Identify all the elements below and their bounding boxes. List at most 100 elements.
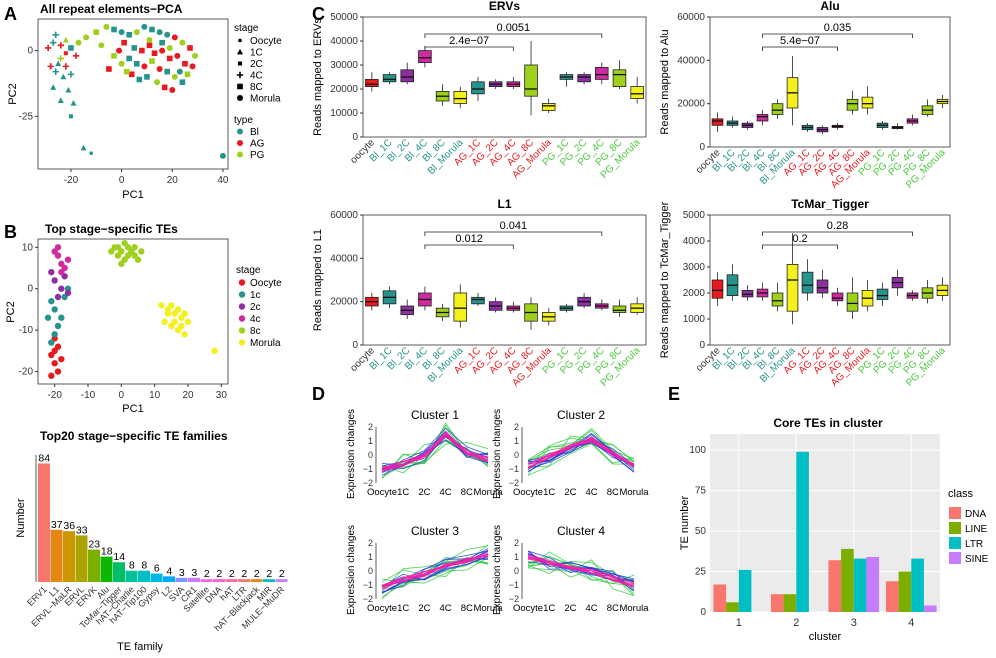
pca-point — [126, 31, 132, 38]
x-tick-label: Oocyte — [367, 487, 397, 498]
panel-a-title: All repeat elements−PCA — [40, 2, 183, 16]
y-tick-label: 50000 — [330, 12, 358, 23]
x-tick-label: 2C — [564, 603, 576, 614]
pca-point — [80, 144, 87, 151]
te-point — [134, 256, 142, 263]
y-tick-label: 20000 — [330, 84, 358, 95]
box — [453, 292, 468, 322]
x-tick-label: 1C — [397, 487, 409, 498]
te-point — [58, 314, 65, 321]
legend-key — [238, 291, 246, 298]
y-tick-label: 0 — [368, 450, 373, 460]
legend-label: Morula — [250, 94, 281, 105]
panel-a-xticks: -20 0 20 40 — [64, 169, 229, 186]
te-point — [58, 268, 65, 276]
box — [612, 305, 627, 313]
y-tick-label: 60000 — [330, 210, 358, 221]
x-tick-label: 4C — [440, 487, 452, 498]
x-tick-label: Oocyte — [513, 603, 543, 614]
bar — [738, 569, 752, 612]
y-tick-label: 0 — [27, 284, 33, 295]
pca-point — [219, 152, 226, 159]
te-point — [171, 318, 178, 326]
pca-point — [131, 45, 138, 51]
panel-label-d: D — [312, 384, 325, 404]
bar-value-label: 2 — [229, 568, 235, 580]
x-tick-label: 20 — [167, 175, 179, 186]
pca-point — [166, 55, 173, 62]
box — [630, 86, 644, 99]
te-point — [118, 260, 125, 268]
pca-point — [126, 55, 132, 62]
pca-point — [118, 60, 125, 67]
y-tick-label: 1 — [368, 436, 373, 446]
bar — [885, 581, 899, 612]
box — [400, 69, 414, 83]
pca-point — [62, 36, 69, 43]
x-tick-label: Morula — [619, 487, 649, 498]
y-tick-label: −2 — [509, 594, 519, 604]
box — [365, 79, 379, 88]
panel-b-ylabel: PC2 — [5, 301, 17, 322]
y-tick-label: 2 — [514, 422, 519, 432]
pca-point — [187, 45, 193, 51]
legend-label: 4c — [250, 314, 261, 325]
te-point — [48, 297, 55, 305]
bar-value-label: 18 — [101, 546, 113, 558]
x-tick-label: Morula — [473, 487, 503, 498]
te-point — [114, 244, 122, 251]
y-tick-label: 40000 — [677, 55, 705, 66]
pca-point — [161, 84, 168, 91]
bar — [713, 584, 727, 612]
expression-line — [527, 443, 635, 476]
pca-point — [55, 60, 62, 67]
bar — [213, 579, 225, 582]
x-tick-label: 0 — [119, 175, 125, 186]
bar-value-label: 2 — [241, 568, 247, 580]
x-tick-label: 2C — [418, 487, 430, 498]
te-point — [58, 285, 65, 292]
te-point — [124, 252, 132, 259]
y-tick-label: 5000 — [683, 210, 706, 221]
panel-a-xlabel: PC1 — [122, 189, 143, 201]
y-tick-label: −2 — [363, 594, 373, 604]
bar — [275, 579, 288, 582]
pca-point — [136, 76, 143, 83]
panel-label-c: C — [312, 4, 325, 24]
y-tick-label: -25 — [19, 111, 34, 122]
pca-point — [144, 74, 150, 80]
pca-point — [57, 97, 64, 103]
pca-point — [179, 39, 186, 46]
te-point — [131, 244, 138, 251]
panel-a-ylabel: PC2 — [7, 83, 19, 104]
y-tick-label: 0 — [352, 132, 358, 143]
box — [846, 98, 859, 111]
te-point — [51, 360, 58, 367]
pca-point — [68, 45, 74, 51]
y-tick-label: 25 — [695, 567, 707, 578]
x-tick-label: 1C — [543, 603, 555, 614]
pca-point — [50, 84, 57, 90]
pca-point — [57, 55, 64, 62]
bar-value-label: 14 — [113, 551, 125, 563]
y-tick-label: 50 — [695, 526, 707, 537]
y-tick-label: 0 — [352, 340, 358, 351]
x-tick-label: Oocyte — [513, 487, 543, 498]
pca-point — [141, 23, 148, 30]
legend-title: type — [234, 115, 253, 126]
bar-value-label: 2 — [279, 568, 285, 580]
legend-key — [238, 61, 242, 66]
comparison-bracket — [424, 46, 514, 51]
comparison-bracket — [762, 33, 913, 38]
pca-point — [146, 42, 153, 49]
y-tick-label: 0 — [27, 46, 33, 57]
p-value-label: 0.012 — [455, 233, 483, 245]
bar — [250, 579, 263, 582]
legend-key — [949, 537, 961, 549]
bar — [263, 579, 275, 582]
bar-value-label: 36 — [63, 520, 75, 532]
pca-point — [52, 31, 59, 38]
te-point — [54, 244, 62, 251]
